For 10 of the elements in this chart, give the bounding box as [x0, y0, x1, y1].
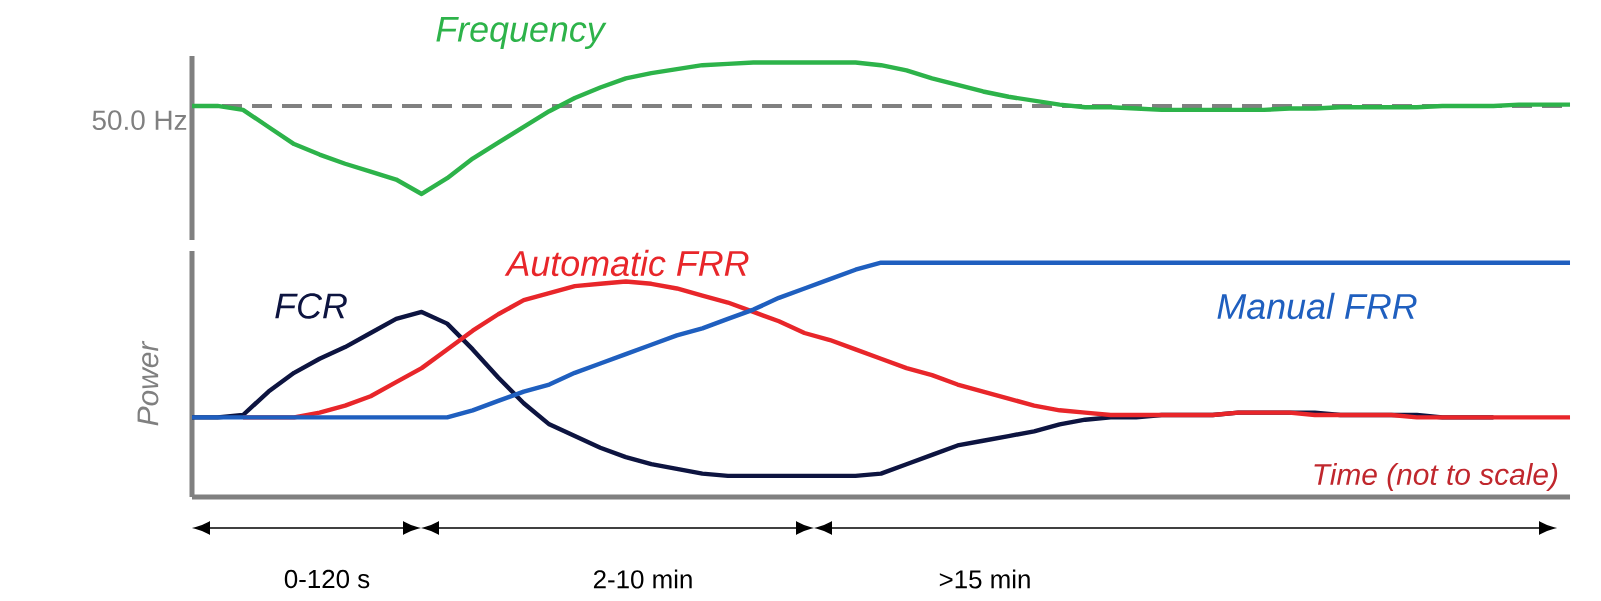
series-label: FCR: [275, 293, 347, 319]
y-axis-title: Power: [137, 340, 159, 426]
text: 2-10 min: [593, 569, 692, 589]
ref-line-label: 50.0 Hz: [92, 110, 187, 131]
x-axis-title: Time (not to scale): [1314, 463, 1558, 491]
series-label: Frequency: [436, 16, 607, 50]
text: 0-120 s: [284, 569, 370, 589]
series-label: Automatic FRR: [504, 249, 749, 277]
series-label: Manual FRR: [1217, 292, 1417, 320]
text: >15 min: [939, 569, 1030, 589]
